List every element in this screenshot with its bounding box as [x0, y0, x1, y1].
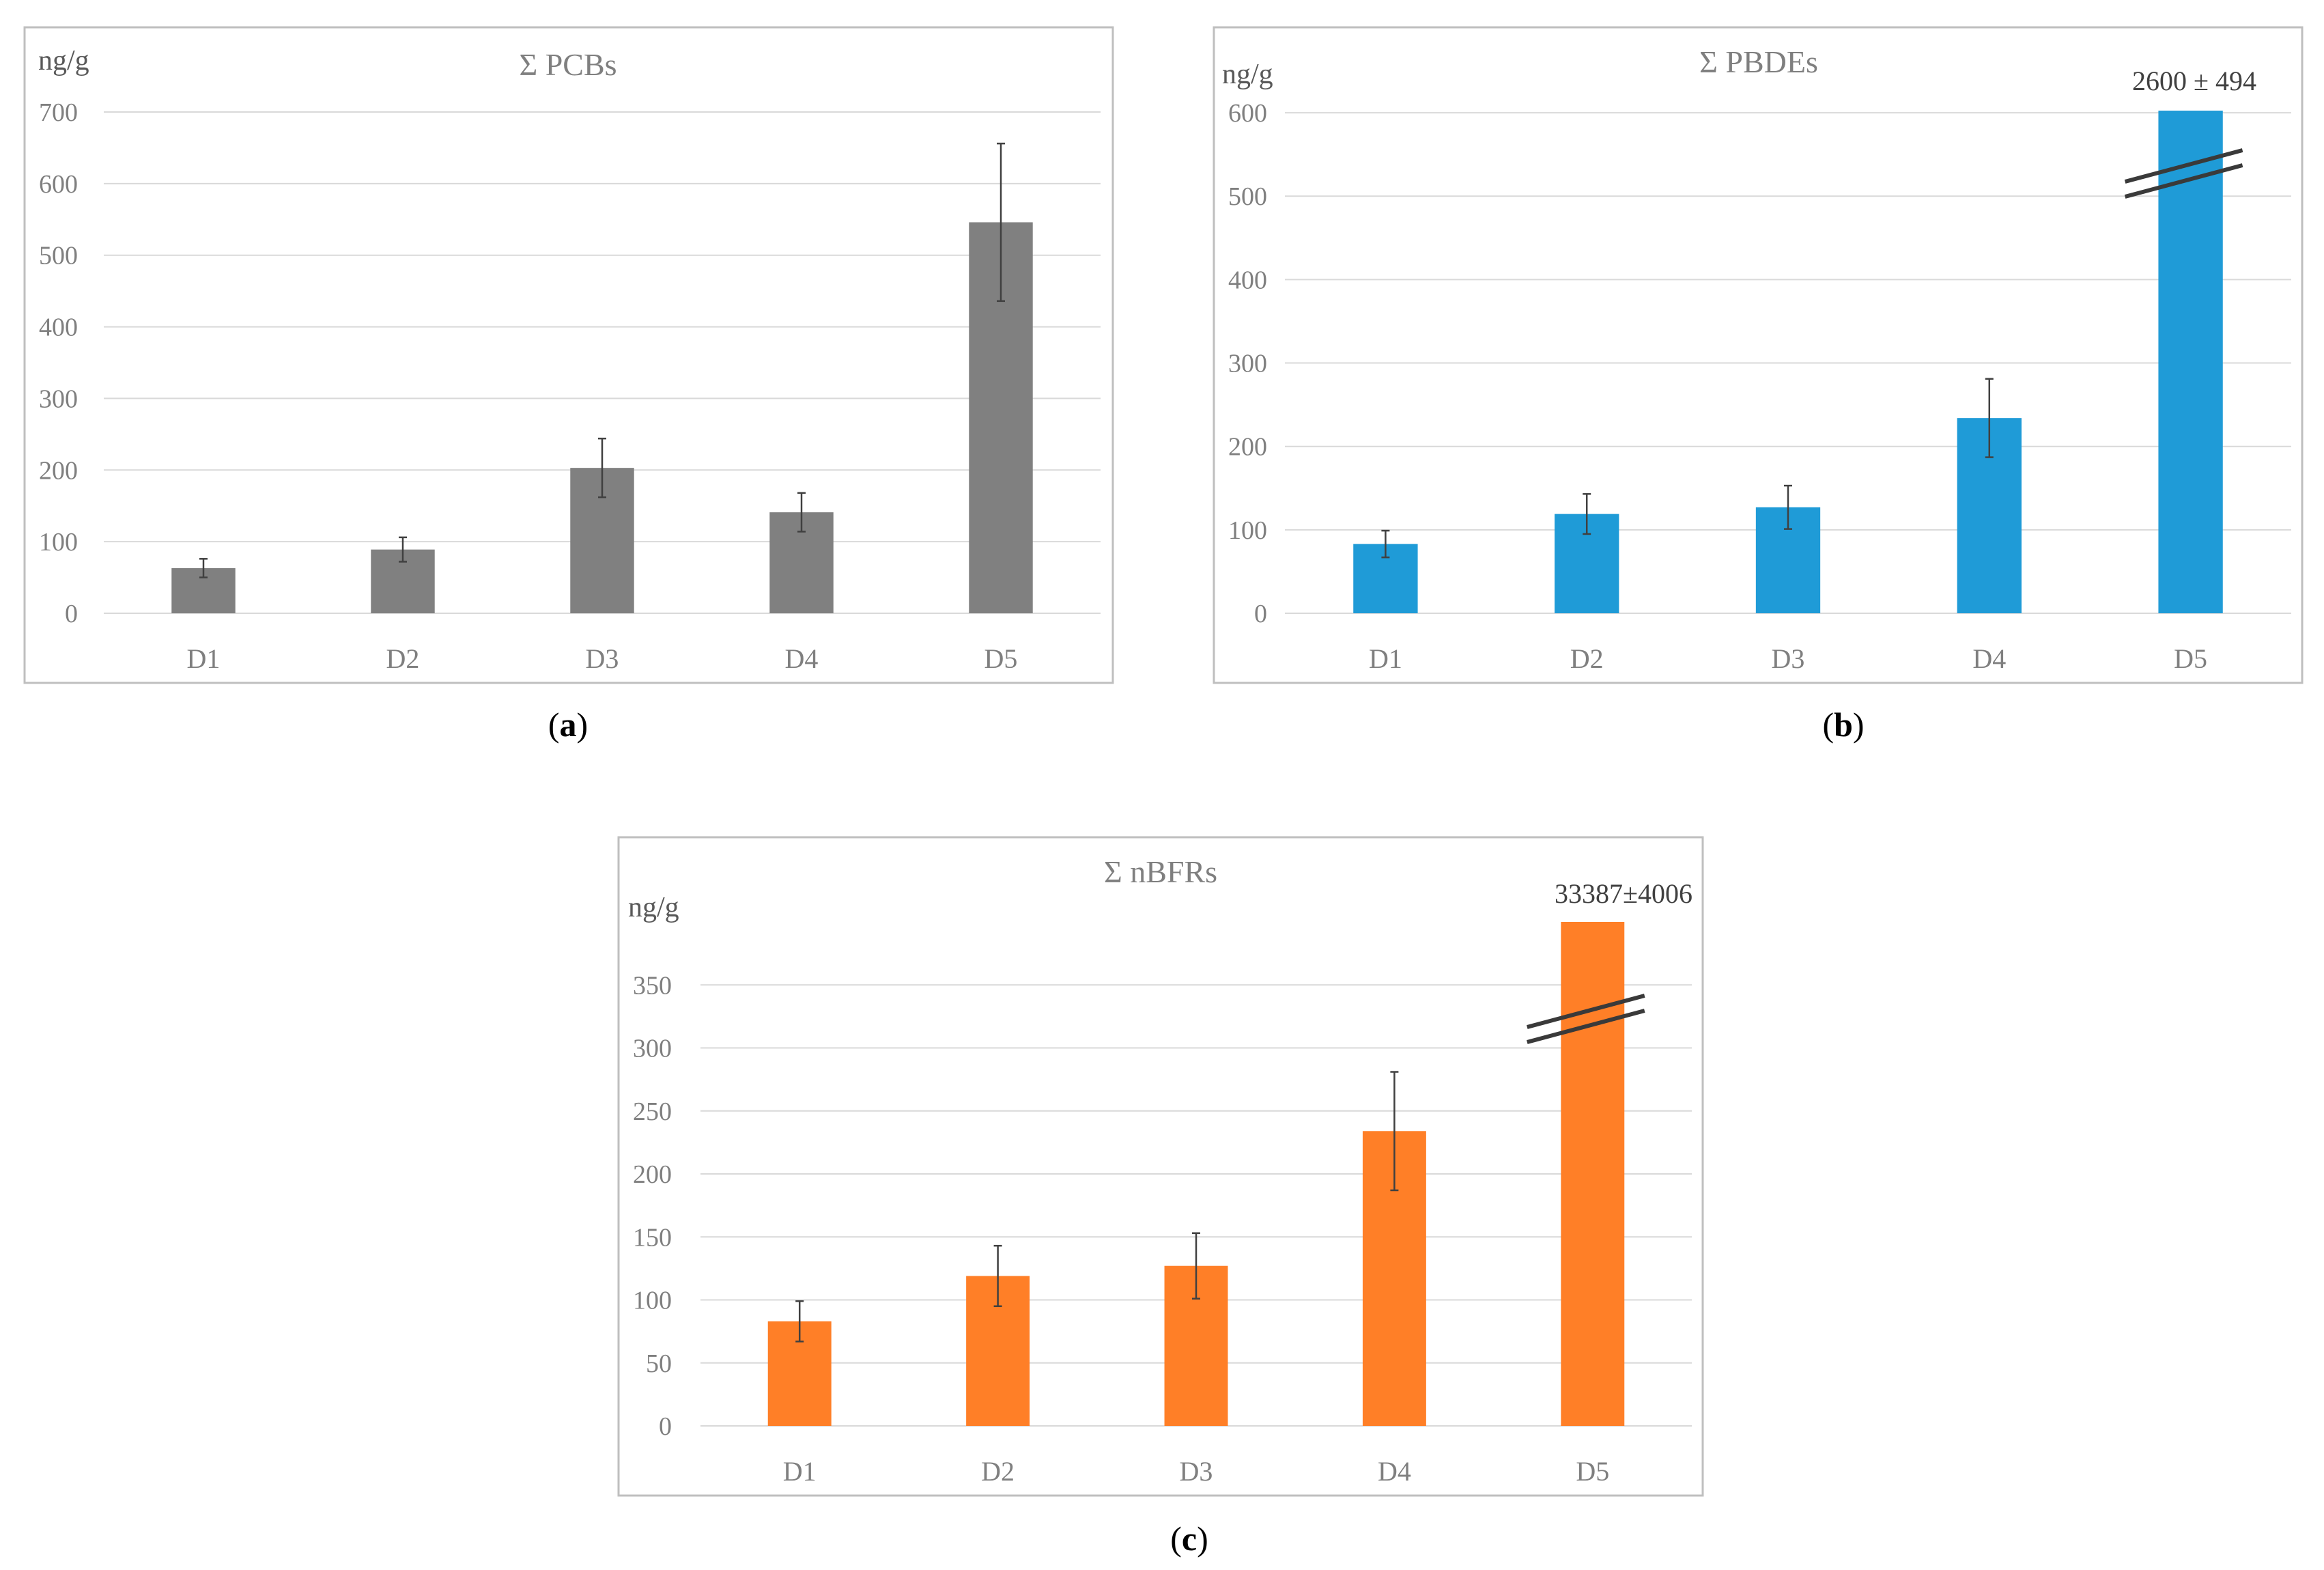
chart-title: Σ PCBs — [519, 47, 617, 82]
y-tick-label: 350 — [633, 971, 672, 1000]
chart-panel-a: 0 100 200 300 400 500 600 700 Σ PCBs ng/g D1 D2 D3 D4… — [23, 26, 1114, 684]
x-tick-label: D2 — [981, 1456, 1015, 1487]
y-tick-label: 400 — [39, 313, 78, 342]
y-tick-label: 0 — [65, 600, 78, 628]
y-tick-label: 150 — [633, 1223, 672, 1252]
x-tick-label: D2 — [386, 643, 420, 674]
chart-title: Σ PBDEs — [1699, 44, 1818, 79]
x-tick-label: D1 — [187, 643, 221, 674]
axis-break-mark — [1527, 994, 1645, 1029]
y-tick-label: 200 — [1228, 433, 1267, 462]
y-tick-label: 300 — [1228, 350, 1267, 378]
y-tick-label: 700 — [39, 98, 78, 127]
caption-letter: c — [1182, 1519, 1197, 1558]
x-tick-label: D4 — [785, 643, 819, 674]
bar-value-label: 2600 ± 494 — [2132, 66, 2256, 96]
caption-open: ( — [1170, 1519, 1182, 1558]
panel-caption: (a) — [548, 705, 588, 744]
y-tick-label: 300 — [633, 1035, 672, 1063]
y-tick-label: 200 — [39, 456, 78, 485]
x-tick-label: D3 — [1772, 643, 1805, 674]
caption-letter: b — [1834, 705, 1853, 744]
x-tick-label: D5 — [2174, 643, 2207, 674]
axis-break-mark — [2124, 148, 2243, 184]
y-tick-label: 200 — [633, 1160, 672, 1189]
y-tick-label: 600 — [1228, 99, 1267, 128]
chart-panel-c: 0 50 100 150 200 250 300 350 Σ nBFRs ng/g D1 D2 D3 D4… — [617, 836, 1704, 1497]
x-tick-label: D1 — [1369, 643, 1402, 674]
y-tick-label: 100 — [39, 528, 78, 557]
caption-open: ( — [1822, 705, 1834, 744]
y-tick-label: 0 — [659, 1412, 672, 1441]
x-tick-label: D3 — [1180, 1456, 1213, 1487]
y-tick-label: 500 — [1228, 182, 1267, 211]
chart-title: Σ nBFRs — [1104, 854, 1217, 889]
y-tick-label: 0 — [1254, 600, 1267, 628]
caption-letter: a — [560, 705, 577, 744]
bar-d5 — [1561, 922, 1625, 1426]
panel-caption: (b) — [1822, 705, 1864, 744]
x-tick-label: D4 — [1378, 1456, 1411, 1487]
y-axis-unit: ng/g — [628, 892, 679, 923]
x-tick-label: D2 — [1570, 643, 1604, 674]
chart-panel-b: 0 100 200 300 400 500 600 Σ PBDEs ng/g D1 D2 D3 D4 26… — [1213, 26, 2304, 684]
panel-caption: (c) — [1170, 1519, 1208, 1558]
caption-close: ) — [577, 705, 589, 744]
y-tick-label: 50 — [646, 1349, 672, 1378]
y-axis-unit: ng/g — [1222, 59, 1273, 90]
x-tick-label: D5 — [1576, 1456, 1609, 1487]
axis-break-mark — [2124, 163, 2243, 199]
caption-close: ) — [1197, 1519, 1208, 1558]
x-tick-label: D4 — [1972, 643, 2006, 674]
caption-open: ( — [548, 705, 560, 744]
y-tick-label: 500 — [39, 242, 78, 270]
bar-d5 — [2158, 111, 2223, 613]
bar-value-label: 33387±4006 — [1555, 878, 1692, 909]
x-tick-label: D3 — [586, 643, 619, 674]
axis-break-mark — [1527, 1009, 1645, 1044]
caption-close: ) — [1853, 705, 1865, 744]
y-tick-label: 250 — [633, 1097, 672, 1126]
y-axis-unit: ng/g — [38, 45, 89, 76]
x-tick-label: D5 — [984, 643, 1018, 674]
y-tick-label: 600 — [39, 170, 78, 199]
y-tick-label: 400 — [1228, 266, 1267, 294]
y-tick-label: 100 — [633, 1287, 672, 1315]
y-tick-label: 100 — [1228, 516, 1267, 545]
y-tick-label: 300 — [39, 384, 78, 413]
x-tick-label: D1 — [783, 1456, 817, 1487]
